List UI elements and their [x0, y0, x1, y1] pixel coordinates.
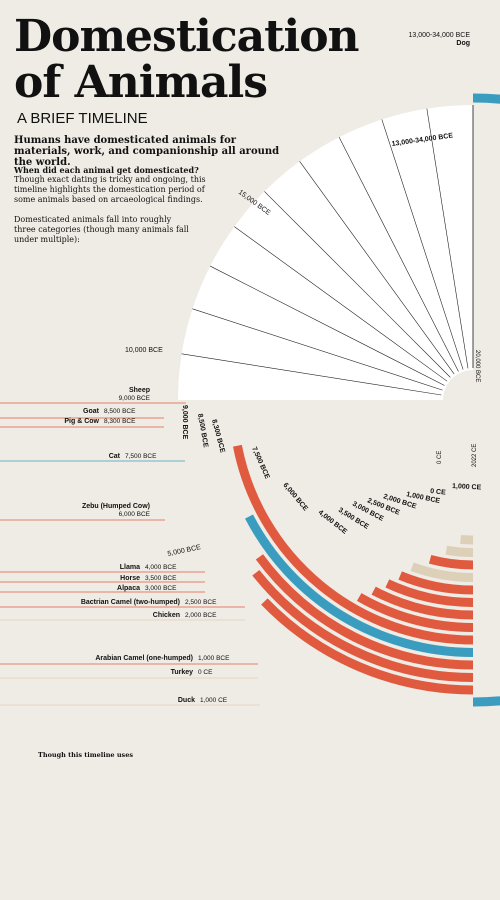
- label-name-2: Goat: [83, 408, 100, 415]
- arc-12: [446, 550, 473, 552]
- label-name-7: Horse: [120, 575, 140, 582]
- axis-label-10000: 10,000 BCE: [125, 347, 163, 354]
- arc-13: [461, 539, 473, 540]
- label-date-3: 8,300 BCE: [104, 418, 136, 425]
- arc-label-13: 1,000 CE: [452, 483, 482, 492]
- label-name-4: Cat: [109, 453, 121, 460]
- label-name-5: Zebu (Humped Cow): [82, 503, 150, 510]
- label-date-8: 3,000 BCE: [145, 585, 177, 592]
- label-date-9: 2,500 BCE: [185, 599, 217, 606]
- arc-label-2: 8,500 BCE: [196, 413, 209, 448]
- label-name-13: Duck: [178, 697, 195, 704]
- dog-name-label: Dog: [456, 40, 470, 47]
- label-date-5: 6,000 BCE: [119, 511, 151, 518]
- label-name-6: Llama: [120, 564, 140, 571]
- axis-label-0: 0 CE: [437, 451, 443, 464]
- arc-label-3: 8,300 BCE: [210, 419, 226, 454]
- arc-11: [430, 559, 473, 565]
- label-date-6: 4,000 BCE: [145, 564, 177, 571]
- label-date-7: 3,500 BCE: [145, 575, 177, 582]
- label-date-10: 2,000 BCE: [185, 612, 217, 619]
- label-date-13: 1,000 CE: [200, 697, 228, 704]
- label-name-9: Bactrian Camel (two-humped): [81, 599, 180, 606]
- label-name-3: Pig & Cow: [64, 418, 99, 425]
- arc-label-4: 7,500 BCE: [250, 446, 270, 480]
- label-name-11: Arabian Camel (one-humped): [95, 655, 193, 662]
- label-name-8: Alpaca: [117, 585, 140, 592]
- label-date-4: 7,500 BCE: [125, 453, 157, 460]
- axis-label-2022: 2022 CE: [472, 444, 478, 467]
- dog-date-label: 13,000-34,000 BCE: [409, 32, 471, 39]
- axis-label-20000: 20,000 BCE: [474, 350, 480, 382]
- arc-label-12: 0 CE: [430, 488, 447, 497]
- arc-label-5: 6,000 BCE: [281, 482, 309, 513]
- axis-label-5000: 5,000 BCE: [167, 544, 202, 558]
- arc-label-1: 9,000 BCE: [181, 405, 188, 440]
- label-date-12: 0 CE: [198, 669, 213, 676]
- label-date-11: 1,000 BCE: [198, 655, 230, 662]
- dog-outer-ring: [473, 98, 500, 702]
- label-name-1: Sheep: [129, 387, 150, 394]
- label-name-12: Turkey: [171, 669, 194, 676]
- label-date-1: 9,000 BCE: [119, 395, 151, 402]
- label-date-2: 8,500 BCE: [104, 408, 136, 415]
- label-name-10: Chicken: [153, 612, 180, 619]
